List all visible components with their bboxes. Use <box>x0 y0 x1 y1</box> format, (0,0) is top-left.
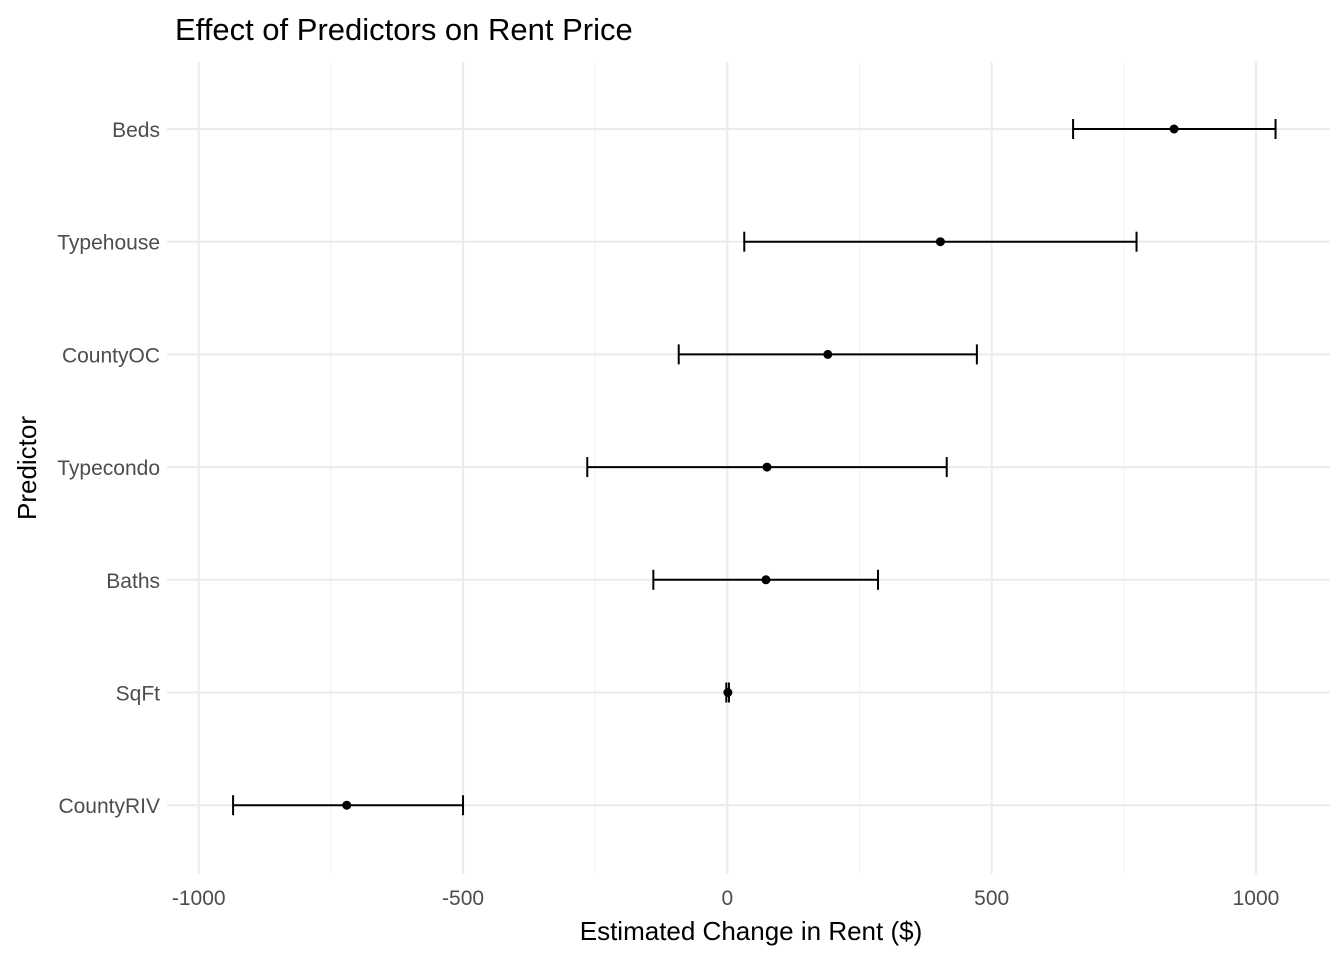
x-tick-label: -500 <box>442 887 484 910</box>
y-tick-label: CountyRIV <box>58 795 160 818</box>
y-tick-label: Typecondo <box>57 457 160 480</box>
estimate-point <box>1169 124 1179 134</box>
estimate-point <box>762 462 772 472</box>
y-tick-label: CountyOC <box>62 344 160 367</box>
estimate-point <box>342 800 352 810</box>
x-axis-title: Estimated Change in Rent ($) <box>580 916 923 946</box>
errorbar-countyriv <box>232 795 465 816</box>
y-axis-title: Predictor <box>12 416 42 520</box>
errorbar-typecondo <box>586 457 948 478</box>
x-tick-label: 1000 <box>1233 887 1280 910</box>
x-tick-label: 0 <box>722 887 734 910</box>
chart-title: Effect of Predictors on Rent Price <box>175 12 633 47</box>
x-tick-label: -1000 <box>172 887 226 910</box>
estimate-point <box>723 688 733 697</box>
y-tick-label: SqFt <box>116 683 161 706</box>
x-tick-label: 500 <box>974 887 1009 910</box>
x-axis-tick-labels: -1000 -500 0 500 1000 <box>172 887 1279 910</box>
y-tick-label: Typehouse <box>57 232 160 255</box>
errorbar-baths <box>652 569 880 590</box>
y-axis-tick-labels: Beds Typehouse CountyOC Typecondo Baths SqFt C… <box>57 119 160 818</box>
estimate-point <box>761 575 771 585</box>
estimate-point <box>935 237 945 247</box>
y-tick-label: Baths <box>106 570 160 593</box>
errorbar-beds <box>1072 119 1277 139</box>
estimate-marks <box>232 119 1277 816</box>
y-tick-label: Beds <box>112 119 160 142</box>
errorbar-countyoc <box>677 344 978 365</box>
errorbar-sqft <box>723 682 733 703</box>
errorbar-typehouse <box>743 231 1138 252</box>
estimate-point <box>823 349 833 359</box>
